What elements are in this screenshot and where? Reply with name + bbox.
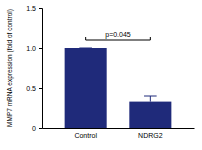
y-tick-mark bbox=[39, 48, 42, 49]
y-tick-label: 0 bbox=[32, 125, 36, 132]
marks bbox=[65, 48, 172, 128]
x-axis-line bbox=[43, 128, 195, 129]
bar bbox=[129, 102, 171, 128]
x-tick-label: NDRG2 bbox=[138, 132, 163, 139]
x-tick: Control bbox=[74, 128, 97, 139]
annotation: p=0.045 bbox=[105, 31, 131, 39]
y-tick: 1.0 bbox=[26, 45, 42, 52]
error-cap bbox=[79, 48, 92, 49]
significance: p=0.045 bbox=[86, 31, 151, 40]
y-tick-mark bbox=[39, 88, 42, 89]
y-axis-line bbox=[39, 9, 43, 129]
chart: 0 0.5 1.0 1.5 Control NDRG2 p=0.045 MMP7 mRNA e… bbox=[0, 0, 202, 150]
y-tick-mark bbox=[39, 128, 42, 129]
y-axis-title: MMP7 mRNA expression (fold of control) bbox=[6, 9, 14, 127]
x-axis: Control NDRG2 bbox=[43, 128, 195, 139]
x-tick-label: Control bbox=[74, 132, 97, 139]
plot: 0 0.5 1.0 1.5 Control NDRG2 p=0.045 bbox=[26, 5, 194, 139]
error-stem bbox=[150, 96, 151, 102]
error-cap bbox=[144, 96, 157, 97]
y-tick-mark bbox=[39, 8, 42, 9]
y-tick-label: 1.0 bbox=[26, 45, 36, 52]
y-tick-label: 1.5 bbox=[26, 5, 36, 12]
x-tick: NDRG2 bbox=[138, 128, 163, 139]
y-tick: 0.5 bbox=[26, 85, 42, 92]
error-bar bbox=[144, 96, 157, 102]
error-bar bbox=[79, 48, 92, 49]
y-tick: 0 bbox=[32, 125, 42, 132]
y-tick: 1.5 bbox=[26, 5, 42, 12]
bar bbox=[65, 48, 107, 128]
y-axis: 0 0.5 1.0 1.5 bbox=[26, 5, 42, 132]
y-tick-label: 0.5 bbox=[26, 85, 36, 92]
